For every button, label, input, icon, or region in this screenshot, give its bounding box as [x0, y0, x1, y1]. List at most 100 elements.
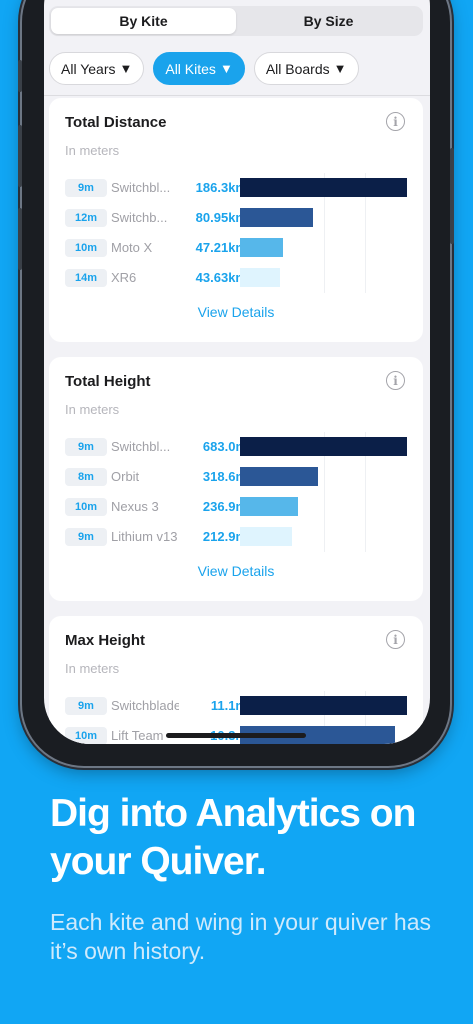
kite-name: Lithium v13	[111, 529, 178, 544]
kite-name: Nexus 3	[111, 499, 159, 514]
kite-size-badge: 10m	[65, 239, 107, 257]
segment-by-kite[interactable]: By Kite	[51, 8, 236, 34]
kite-row[interactable]: 8m Orbit 318.6m	[65, 462, 410, 492]
kite-size-badge: 12m	[65, 209, 107, 227]
promo-subline: Each kite and wing in your quiver has it…	[50, 909, 431, 964]
kite-name: Switchbl...	[111, 439, 171, 454]
filter-bar: All Years ▼ All Kites ▼ All Boards ▼	[49, 52, 359, 85]
card-subtitle: In meters	[65, 661, 120, 676]
value-bar	[240, 467, 318, 486]
phone-side-button	[18, 60, 22, 92]
kite-row[interactable]: 14m XR6 43.63km	[65, 263, 410, 293]
value-bar	[240, 527, 292, 546]
caret-down-icon: ▼	[119, 61, 133, 76]
bar-track	[240, 721, 407, 744]
value-bar	[240, 238, 283, 257]
value-bar	[240, 178, 407, 197]
promo-headline: Dig into Analytics on your Quiver.	[50, 792, 416, 883]
analytics-card: Total Distance i In meters 9m Switchbl... 186…	[49, 98, 423, 342]
grid-line	[365, 492, 366, 522]
info-icon[interactable]: i	[386, 371, 405, 390]
filter-years-chip[interactable]: All Years ▼	[49, 52, 145, 85]
kite-ranking-list: 9m Switchbl... 186.3km 12m Switchb... 80.95km…	[65, 173, 410, 293]
kite-size-badge: 9m	[65, 697, 107, 715]
bar-track	[240, 691, 407, 721]
analytics-card: Total Height i In meters 9m Switchbl... 683.0…	[49, 357, 423, 601]
bar-track	[240, 522, 407, 552]
value-bar	[240, 437, 407, 456]
kite-value: 212.9m	[202, 529, 247, 544]
value-bar	[240, 726, 395, 744]
kite-value: 683.0m	[202, 439, 247, 454]
kite-value: 43.63km	[195, 270, 247, 285]
grid-line	[324, 203, 325, 233]
kite-value: 47.21km	[195, 240, 247, 255]
card-title: Max Height	[65, 632, 146, 649]
card-title: Total Height	[65, 373, 151, 390]
kite-row[interactable]: 9m Switchbl... 186.3km	[65, 173, 410, 203]
filter-kites-label: All Kites	[165, 60, 216, 77]
filter-boards-label: All Boards	[265, 60, 330, 77]
view-details-link[interactable]: View Details	[197, 304, 275, 320]
grid-line	[365, 522, 366, 552]
kite-name: XR6	[111, 270, 137, 285]
caret-down-icon: ▼	[333, 61, 347, 76]
kite-row[interactable]: 9m Switchblade 11.1m	[65, 691, 410, 721]
info-icon[interactable]: i	[386, 630, 405, 649]
kite-name: Orbit	[111, 469, 140, 484]
kite-size-badge: 9m	[65, 179, 107, 197]
kite-name: Switchb...	[111, 210, 168, 225]
card-title: Total Distance	[65, 114, 167, 131]
kite-size-badge: 10m	[65, 727, 107, 744]
kite-size-badge: 9m	[65, 528, 107, 546]
info-icon[interactable]: i	[386, 112, 405, 131]
kite-value: 186.3km	[195, 180, 247, 195]
grid-line	[365, 263, 366, 293]
view-details-link[interactable]: View Details	[197, 563, 275, 579]
grid-line	[324, 492, 325, 522]
value-bar	[240, 497, 298, 516]
kite-row[interactable]: 10m Nexus 3 236.9m	[65, 492, 410, 522]
grid-line	[365, 462, 366, 492]
kite-name: Lift Team	[111, 728, 164, 743]
view-mode-segmented-control: By Kite By Size	[49, 6, 423, 36]
kite-value: 80.95km	[195, 210, 247, 225]
kite-value: 318.6m	[202, 469, 247, 484]
kite-row[interactable]: 10m Moto X 47.21km	[65, 233, 410, 263]
bar-track	[240, 492, 407, 522]
value-bar	[240, 696, 407, 715]
bar-track	[240, 432, 407, 462]
kite-name: Moto X	[111, 240, 153, 255]
value-bar	[240, 268, 280, 287]
bar-track	[240, 203, 407, 233]
kite-name: Switchbl...	[111, 180, 171, 195]
kite-row[interactable]: 12m Switchb... 80.95km	[65, 203, 410, 233]
card-subtitle: In meters	[65, 143, 120, 158]
value-bar	[240, 208, 313, 227]
card-subtitle: In meters	[65, 402, 120, 417]
kite-value: 11.1m	[210, 698, 247, 713]
phone-volume-down-button	[18, 208, 22, 270]
bar-track	[240, 233, 407, 263]
home-indicator[interactable]	[166, 733, 306, 738]
kite-value: 236.9m	[202, 499, 247, 514]
grid-line	[324, 263, 325, 293]
kite-size-badge: 8m	[65, 468, 107, 486]
kite-ranking-list: 9m Switchbl... 683.0m 8m Orbit 318.6m 10m Nexus…	[65, 432, 410, 552]
kite-size-badge: 9m	[65, 438, 107, 456]
grid-line	[324, 462, 325, 492]
filter-kites-chip[interactable]: All Kites ▼	[153, 52, 245, 85]
kite-name: Switchblade	[111, 698, 179, 713]
bar-track	[240, 462, 407, 492]
kite-row[interactable]: 9m Lithium v13 212.9m	[65, 522, 410, 552]
filter-divider	[44, 95, 430, 96]
grid-line	[324, 233, 325, 263]
kite-size-badge: 10m	[65, 498, 107, 516]
app-screen: By Kite By Size All Years ▼ All Kites ▼ …	[44, 0, 430, 744]
bar-track	[240, 263, 407, 293]
segment-by-size[interactable]: By Size	[303, 13, 354, 29]
bar-track	[240, 173, 407, 203]
filter-boards-chip[interactable]: All Boards ▼	[253, 52, 359, 85]
kite-row[interactable]: 9m Switchbl... 683.0m	[65, 432, 410, 462]
